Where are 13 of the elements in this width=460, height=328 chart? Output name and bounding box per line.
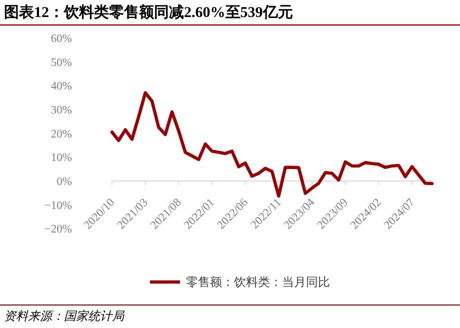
- text: 资料来源：国家统计局: [4, 309, 125, 323]
- chart-title: 图表12：饮料类零售额同减2.60%至539亿元: [4, 3, 293, 21]
- y-tick-label: 20%: [50, 128, 72, 140]
- y-tick-label: 0%: [56, 176, 72, 188]
- y-tick-label: −10%: [44, 200, 72, 212]
- y-tick-label: 50%: [50, 56, 72, 69]
- y-tick-label: 30%: [50, 104, 72, 116]
- y-tick-label: 40%: [50, 80, 72, 93]
- legend-label: 零售额：饮料类：当月同比: [186, 275, 330, 289]
- y-tick-label: 60%: [50, 33, 72, 45]
- y-tick-label: −20%: [44, 224, 72, 236]
- y-tick-label: 10%: [50, 152, 72, 164]
- line-series: [110, 91, 434, 198]
